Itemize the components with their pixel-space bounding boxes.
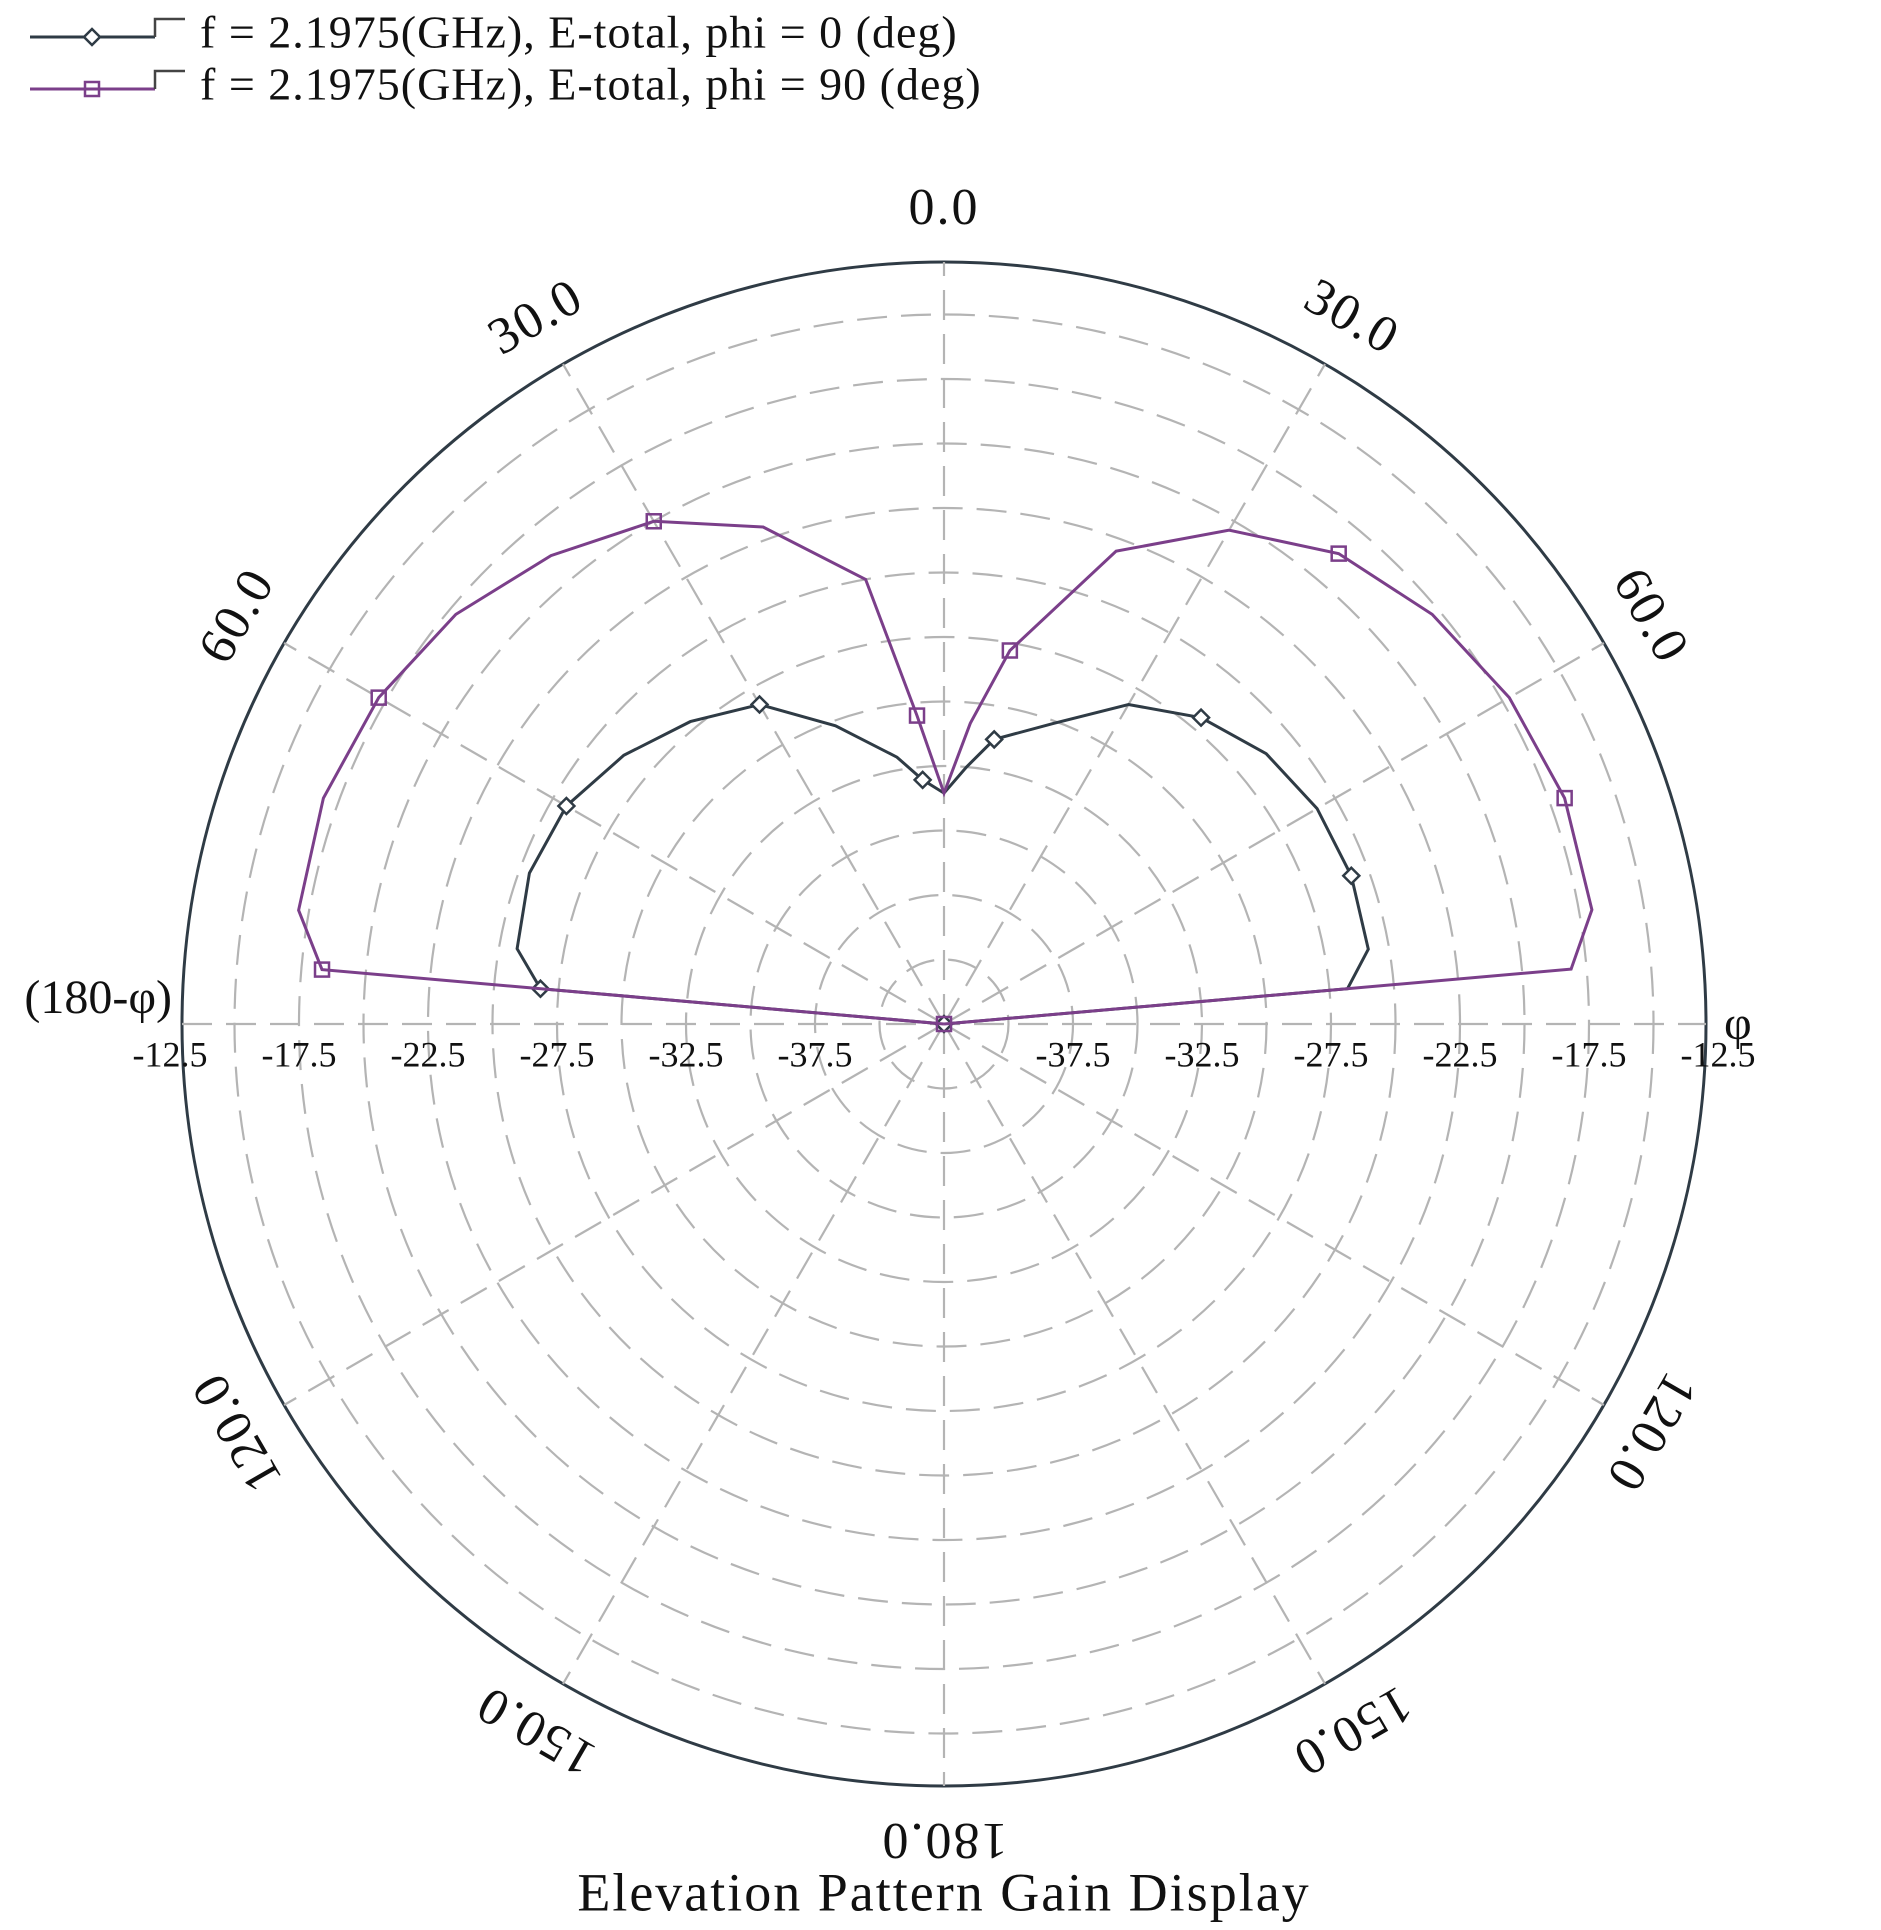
grid-spoke <box>943 642 1605 1025</box>
plot-area <box>297 513 1594 1034</box>
marker <box>556 796 577 816</box>
angle-tick-label: 60.0 <box>187 559 286 673</box>
r-tick-label: -22.5 <box>1423 1034 1498 1074</box>
r-tick-label: -27.5 <box>1294 1034 1369 1074</box>
grid-spoke <box>943 1023 1326 1685</box>
grid-spoke <box>283 642 945 1025</box>
r-tick-label: -22.5 <box>391 1034 466 1074</box>
r-tick-label: -32.5 <box>1165 1034 1240 1074</box>
r-tick-label: -17.5 <box>262 1034 337 1074</box>
legend-marker <box>83 80 101 98</box>
marker <box>370 689 387 706</box>
r-tick-label: -27.5 <box>520 1034 595 1074</box>
marker <box>645 513 662 530</box>
series-line <box>515 702 1370 1026</box>
left-axis-label: (180-φ) <box>24 971 172 1024</box>
marker <box>912 770 933 790</box>
angle-tick-label: 150.0 <box>1283 1675 1421 1788</box>
angle-tick-label: 120.0 <box>180 1363 293 1501</box>
angle-tick-label: 60.0 <box>1602 559 1701 673</box>
angle-tick-label: 150.0 <box>466 1675 604 1788</box>
grid-spoke <box>283 1023 945 1406</box>
grid-ring <box>749 829 1139 1219</box>
angle-tick-label: 30.0 <box>1295 267 1409 366</box>
grid <box>180 260 1708 1788</box>
series-line <box>297 519 1594 1026</box>
grid-spoke <box>943 363 1326 1025</box>
grid-spoke <box>562 363 945 1025</box>
marker <box>1341 865 1362 886</box>
right-axis-label: φ <box>1724 997 1752 1050</box>
marker <box>984 729 1004 750</box>
legend-box <box>153 17 185 37</box>
marker <box>313 961 331 978</box>
angle-tick-label: 0.0 <box>909 179 980 236</box>
angle-tick-label: 120.0 <box>1595 1363 1708 1501</box>
marker <box>1001 642 1019 659</box>
r-tick-label: -17.5 <box>1552 1034 1627 1074</box>
legend-label: f = 2.1975(GHz), E-total, phi = 90 (deg) <box>200 59 982 110</box>
r-tick-label: -37.5 <box>1036 1034 1111 1074</box>
legend-label: f = 2.1975(GHz), E-total, phi = 0 (deg) <box>200 7 958 58</box>
r-tick-label: -37.5 <box>778 1034 853 1074</box>
r-tick-label: -12.5 <box>1681 1034 1756 1074</box>
grid-spoke <box>562 1023 945 1685</box>
grid-spoke <box>943 1023 1605 1406</box>
marker <box>749 694 770 715</box>
labels: 0.0 30.0 60.0 120.0 150.0 180.0 30.0 60.0 120.0 1… <box>24 7 1755 1870</box>
marker <box>1330 545 1347 562</box>
marker <box>1556 789 1573 807</box>
chart-title: Elevation Pattern Gain Display <box>577 1862 1310 1922</box>
marker <box>1191 707 1211 728</box>
r-tick-label: -12.5 <box>133 1034 208 1074</box>
marker <box>935 1015 953 1033</box>
legend-marker <box>82 27 102 47</box>
legend-box <box>153 69 185 89</box>
angle-tick-label: 180.0 <box>881 1812 1008 1869</box>
angle-tick-label: 30.0 <box>479 267 593 366</box>
marker <box>908 707 926 724</box>
r-tick-label: -32.5 <box>649 1034 724 1074</box>
